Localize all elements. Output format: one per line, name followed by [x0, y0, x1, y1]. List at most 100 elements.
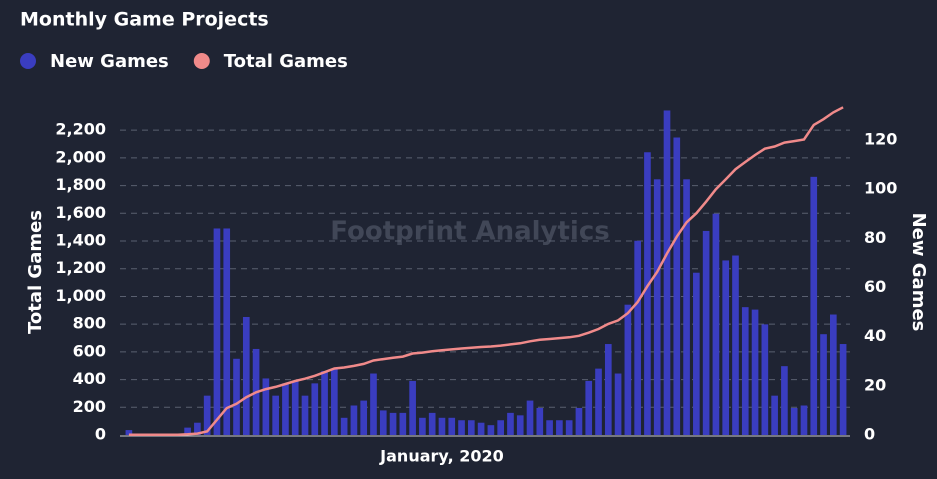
- bar: [262, 378, 270, 435]
- x-tick-label: January, 2020: [379, 447, 504, 466]
- bar: [565, 420, 573, 435]
- y-tick-label: 1,200: [55, 258, 106, 277]
- y2-tick-label: 60: [864, 277, 886, 296]
- bar: [399, 412, 407, 435]
- legend-label[interactable]: New Games: [50, 51, 169, 72]
- bar: [194, 422, 201, 435]
- bar: [820, 334, 827, 435]
- bar: [331, 368, 338, 435]
- bar: [370, 373, 377, 435]
- bar: [702, 230, 710, 435]
- bar: [487, 425, 495, 435]
- legend-label[interactable]: Total Games: [224, 51, 348, 72]
- bar: [360, 400, 368, 435]
- bar: [458, 420, 465, 435]
- bar: [419, 417, 426, 435]
- bar: [585, 380, 593, 435]
- bar: [409, 380, 416, 435]
- bar: [311, 383, 319, 435]
- y2-tick-label: 20: [864, 375, 886, 394]
- bar: [223, 228, 231, 435]
- y2-tick-label: 120: [864, 129, 897, 148]
- bar: [761, 324, 769, 435]
- bar: [184, 427, 191, 435]
- chart-title: Monthly Game Projects: [20, 9, 269, 31]
- bar: [673, 137, 681, 435]
- y-tick-label: 1,400: [55, 231, 106, 250]
- y-tick-label: 400: [73, 369, 106, 388]
- bar: [379, 410, 387, 435]
- bar: [712, 213, 720, 435]
- y-tick-label: 200: [73, 397, 106, 416]
- bar: [604, 344, 612, 435]
- bar: [732, 255, 739, 435]
- bar: [507, 412, 514, 435]
- y2-tick-label: 0: [864, 425, 875, 444]
- bar: [634, 240, 641, 435]
- bar: [722, 260, 730, 435]
- bar: [536, 407, 544, 435]
- bar: [272, 395, 279, 435]
- bar: [575, 407, 583, 435]
- bar: [301, 395, 309, 435]
- bar: [213, 228, 221, 435]
- bar: [477, 422, 485, 435]
- line: [128, 106, 844, 436]
- bar: [781, 366, 788, 435]
- y-axis-title: Total Games: [25, 210, 46, 334]
- bar: [467, 420, 475, 435]
- bar: [624, 304, 632, 435]
- y-tick-label: 600: [73, 341, 106, 360]
- bar: [771, 395, 778, 435]
- bar: [526, 400, 534, 435]
- bar: [233, 358, 240, 435]
- bar: [644, 152, 651, 435]
- legend-marker[interactable]: [193, 53, 210, 69]
- bar: [321, 371, 328, 435]
- bar: [751, 309, 759, 435]
- y-tick-label: 1,800: [55, 175, 106, 194]
- bar: [829, 314, 837, 435]
- bar: [448, 417, 456, 435]
- y-tick-label: 2,000: [55, 147, 106, 166]
- bar: [546, 420, 553, 435]
- bar: [839, 344, 847, 435]
- bar: [389, 412, 397, 435]
- bar: [810, 176, 818, 435]
- bar: [614, 373, 622, 435]
- y2-tick-label: 80: [864, 228, 886, 247]
- bar: [556, 420, 563, 435]
- bar: [282, 383, 289, 435]
- bar: [595, 368, 602, 435]
- bar: [242, 316, 250, 435]
- y-tick-label: 1,600: [55, 203, 106, 222]
- bar: [438, 417, 446, 435]
- bar: [653, 179, 661, 435]
- y-tick-label: 1,000: [55, 286, 106, 305]
- y-tick-label: 0: [95, 425, 106, 444]
- y2-tick-label: 40: [864, 326, 886, 345]
- bar: [350, 405, 358, 435]
- legend-marker[interactable]: [20, 53, 36, 69]
- bar: [125, 430, 133, 435]
- y-tick-label: 800: [73, 314, 106, 333]
- bar: [741, 307, 749, 435]
- bar: [497, 420, 505, 435]
- bar: [693, 272, 700, 435]
- watermark: Footprint Analytics: [330, 217, 609, 247]
- bar: [790, 407, 798, 435]
- bar: [340, 417, 348, 435]
- bar: [203, 395, 211, 435]
- bar: [800, 405, 808, 435]
- bar: [663, 110, 671, 435]
- bar: [428, 412, 436, 435]
- y-tick-label: 2,200: [55, 120, 106, 139]
- bar: [683, 179, 690, 435]
- bar: [291, 380, 299, 435]
- y2-axis-title: New Games: [908, 213, 929, 332]
- y2-tick-label: 100: [864, 179, 897, 198]
- bar: [516, 415, 524, 435]
